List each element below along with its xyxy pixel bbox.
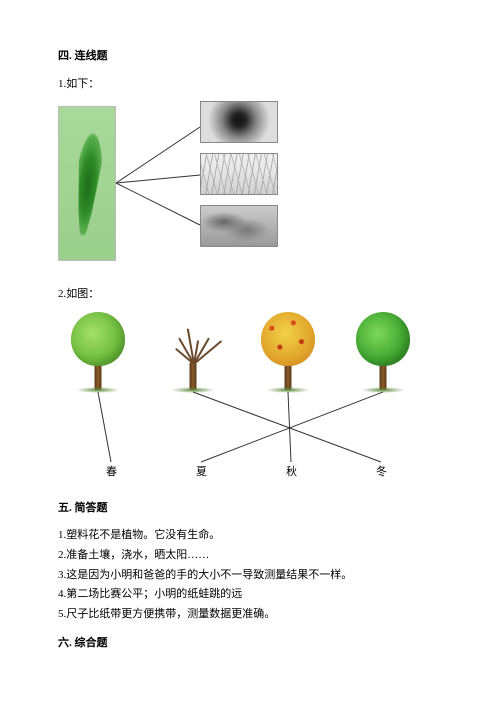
season-label-1: 夏 xyxy=(196,464,207,482)
canopy-icon xyxy=(356,312,410,366)
season-label-2: 秋 xyxy=(286,464,297,482)
section6-title: 六. 综合题 xyxy=(58,635,442,653)
trunk-icon xyxy=(95,362,102,390)
trunk-icon xyxy=(285,362,292,390)
section4-title: 四. 连线题 xyxy=(58,48,442,66)
bare-branches-icon xyxy=(168,314,218,364)
ground-icon xyxy=(266,387,310,393)
tree-summer xyxy=(353,312,413,390)
answer-line-3: 3.这是因为小明和爸爸的手的大小不一导致测量结果不一样。 xyxy=(58,567,442,585)
canopy-icon xyxy=(261,312,315,366)
diagram1 xyxy=(58,101,278,266)
season-label-3: 冬 xyxy=(376,464,387,482)
trunk-icon xyxy=(190,362,197,390)
section5-title: 五. 简答题 xyxy=(58,500,442,518)
tree-autumn xyxy=(258,312,318,390)
answer-line-5: 5.尺子比纸带更方便携带，测量数据更准确。 xyxy=(58,606,442,624)
tree-winter xyxy=(163,312,223,390)
diagram2: 春夏秋冬 xyxy=(58,312,418,482)
q1-label: 1.如下： xyxy=(58,76,442,94)
ground-icon xyxy=(171,387,215,393)
trunk-icon xyxy=(380,362,387,390)
answer-line-2: 2.准备土壤，浇水，晒太阳…… xyxy=(58,547,442,565)
answer-line-4: 4.第二场比赛公平；小明的纸蛙跳的远 xyxy=(58,586,442,604)
season-row: 春夏秋冬 xyxy=(58,464,418,482)
ground-icon xyxy=(76,387,120,393)
diagram1-lines xyxy=(58,101,278,266)
q2-label: 2.如图： xyxy=(58,286,442,304)
canopy-icon xyxy=(71,312,125,366)
section5-answers: 1.塑料花不是植物。它没有生命。 2.准备土壤，浇水，晒太阳…… 3.这是因为小明和… xyxy=(58,527,442,623)
answer-line-1: 1.塑料花不是植物。它没有生命。 xyxy=(58,527,442,545)
ground-icon xyxy=(361,387,405,393)
season-label-0: 春 xyxy=(106,464,117,482)
tree-spring xyxy=(68,312,128,390)
